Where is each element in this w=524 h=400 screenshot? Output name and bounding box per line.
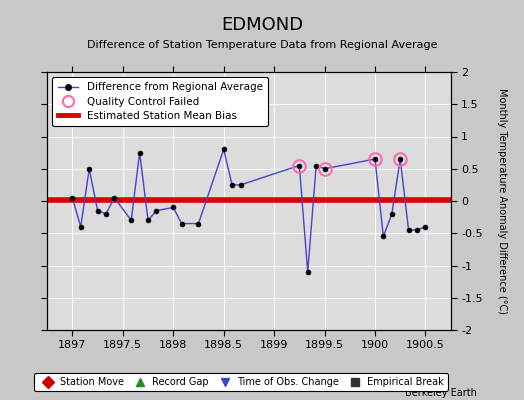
Text: Difference of Station Temperature Data from Regional Average: Difference of Station Temperature Data f… bbox=[87, 40, 437, 50]
Text: Berkeley Earth: Berkeley Earth bbox=[405, 388, 477, 398]
Legend: Difference from Regional Average, Quality Control Failed, Estimated Station Mean: Difference from Regional Average, Qualit… bbox=[52, 77, 268, 126]
Y-axis label: Monthly Temperature Anomaly Difference (°C): Monthly Temperature Anomaly Difference (… bbox=[497, 88, 507, 314]
Legend: Station Move, Record Gap, Time of Obs. Change, Empirical Break: Station Move, Record Gap, Time of Obs. C… bbox=[34, 373, 448, 391]
Text: EDMOND: EDMOND bbox=[221, 16, 303, 34]
